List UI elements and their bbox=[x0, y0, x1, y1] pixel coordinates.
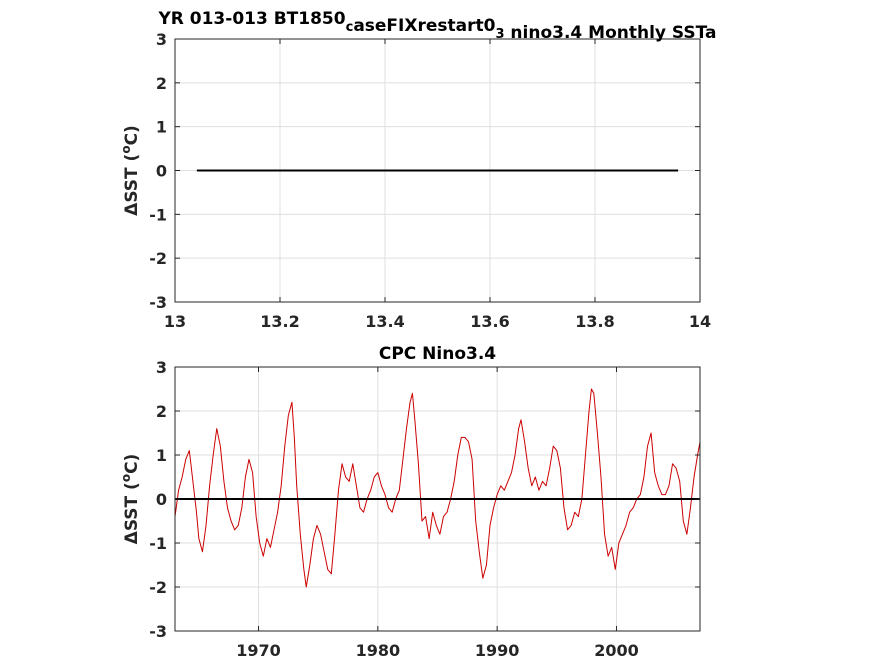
x-tick-label: 13.6 bbox=[470, 312, 509, 331]
y-axis-label-unit: C) bbox=[122, 125, 142, 145]
y-axis-label: ΔSST (oC) bbox=[119, 125, 142, 216]
y-tick-label: 0 bbox=[156, 162, 167, 181]
title-subscript: 3 bbox=[495, 27, 504, 42]
x-tick-label: 1980 bbox=[356, 641, 401, 656]
x-tick-label: 13 bbox=[164, 312, 186, 331]
y-tick-label: 3 bbox=[156, 30, 167, 49]
axes-2: 1970 1980 1990 2000 -3 -2 -1 0 1 2 3 CPC Nino3.4 ΔSS… bbox=[119, 344, 701, 656]
y-tick-label: 0 bbox=[156, 490, 167, 509]
series-line-1 bbox=[174, 388, 701, 588]
x-tick-label: 13.2 bbox=[260, 312, 299, 331]
x-tick-label: 1970 bbox=[236, 641, 281, 656]
y-tick-label: -3 bbox=[149, 293, 167, 312]
y-tick-label: 3 bbox=[156, 358, 167, 377]
y-tick-label: -2 bbox=[149, 578, 167, 597]
y-tick-label: 1 bbox=[156, 446, 167, 465]
y-axis-label-unit: C) bbox=[122, 454, 142, 474]
y-axis-label-main: ΔSST ( bbox=[122, 482, 142, 544]
y-axis-label-main: ΔSST ( bbox=[122, 154, 142, 216]
y-tick-label: -1 bbox=[149, 534, 167, 553]
y-axis-label: ΔSST (oC) bbox=[119, 454, 142, 545]
y-tick-label: 2 bbox=[156, 74, 167, 93]
title-segment: YR 013-013 BT1850 bbox=[157, 9, 345, 29]
x-tick-label: 14 bbox=[689, 312, 711, 331]
y-axis-label-superscript: o bbox=[119, 145, 133, 153]
y-axis-label-superscript: o bbox=[119, 474, 133, 482]
y-tick-label: -3 bbox=[149, 622, 167, 641]
y-tick-label: 2 bbox=[156, 402, 167, 421]
chart-title: CPC Nino3.4 bbox=[379, 344, 496, 364]
title-segment: nino3.4 Monthly SSTa bbox=[505, 23, 717, 43]
y-tick-label: -1 bbox=[149, 205, 167, 224]
chart-title: YR 013-013 BT1850caseFIXrestart03 nino3.… bbox=[157, 9, 716, 43]
title-segment: aseFIXrestart0 bbox=[353, 16, 495, 36]
title-subscript: c bbox=[346, 20, 354, 35]
y-tick-label: -2 bbox=[149, 249, 167, 268]
y-tick-label: 1 bbox=[156, 118, 167, 137]
title-segment: CPC Nino3.4 bbox=[379, 344, 496, 364]
x-tick-label: 1990 bbox=[475, 641, 520, 656]
x-tick-label: 13.8 bbox=[575, 312, 614, 331]
x-tick-label: 13.4 bbox=[365, 312, 404, 331]
x-tick-label: 2000 bbox=[594, 641, 639, 656]
